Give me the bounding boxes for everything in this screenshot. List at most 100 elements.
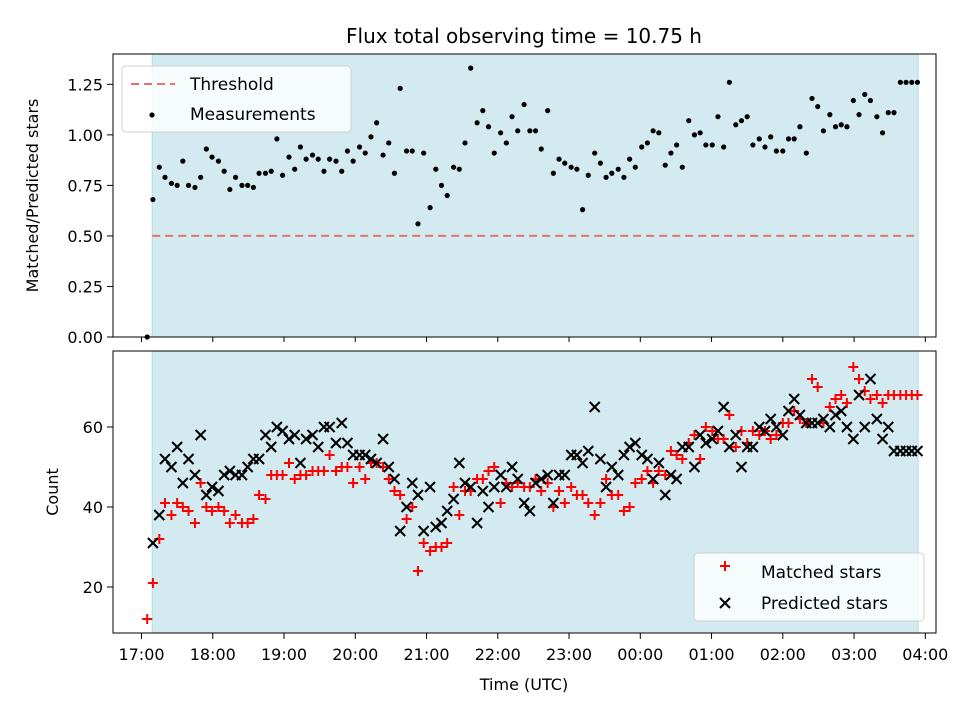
measurement-point (550, 170, 556, 176)
predicted-point (218, 469, 230, 481)
measurement-point (585, 172, 591, 178)
xtick-label: 01:00 (688, 645, 734, 664)
measurement-point (309, 152, 316, 158)
predicted-point (288, 429, 301, 441)
measurement-point (650, 128, 656, 134)
top-legend-box (121, 65, 352, 133)
measurement-point (632, 164, 638, 170)
measurement-point (686, 118, 692, 124)
predicted-point (706, 433, 718, 445)
predicted-point (847, 433, 860, 445)
matched-point (207, 506, 218, 516)
measurement-point (192, 184, 198, 191)
predicted-point (453, 457, 466, 469)
predicted-point (582, 445, 594, 457)
matched-point (771, 430, 782, 440)
xtick-label: 17:00 (118, 645, 164, 664)
matched-point (401, 514, 412, 524)
measurement-point (468, 65, 474, 71)
measurement-point (362, 150, 368, 156)
measurement-point (568, 164, 574, 170)
xtick-label: 22:00 (475, 645, 521, 664)
xtick-label: 20:00 (332, 645, 378, 664)
predicted-point (147, 537, 159, 549)
legend-measurements-swatch (149, 112, 155, 118)
measurement-point (703, 142, 709, 148)
predicted-point (394, 525, 406, 537)
measurement-point (838, 122, 844, 128)
measurement-point (380, 152, 386, 158)
predicted-point (306, 429, 319, 441)
measurement-point (679, 164, 685, 170)
measurement-point (827, 112, 833, 118)
matched-point (613, 490, 624, 500)
matched-point (724, 410, 735, 420)
predicted-point (882, 421, 894, 433)
predicted-point (794, 409, 806, 421)
predicted-point (159, 453, 171, 465)
matched-point (536, 486, 547, 496)
matched-point (289, 474, 300, 484)
measurement-point (256, 170, 262, 176)
measurement-point (815, 103, 821, 110)
predicted-point (782, 405, 795, 417)
predicted-point (370, 457, 383, 469)
measurement-point (485, 124, 492, 130)
measurement-point (456, 166, 462, 172)
predicted-point (153, 509, 166, 521)
predicted-point (336, 417, 348, 429)
predicted-point (236, 469, 248, 481)
measurement-point (409, 148, 415, 154)
measurement-point (480, 108, 486, 114)
matched-point (254, 490, 265, 500)
predicted-point (271, 421, 283, 433)
measurement-point (574, 166, 580, 172)
predicted-point (812, 417, 824, 429)
measurement-point (162, 174, 168, 180)
matched-point (824, 402, 835, 412)
matched-point (354, 462, 365, 472)
matched-point (595, 498, 606, 508)
measurement-point (268, 168, 274, 174)
top-legend: Threshold Measurements (121, 65, 352, 133)
predicted-point (359, 449, 371, 461)
matched-point (830, 394, 841, 404)
matched-point (700, 422, 711, 432)
predicted-point (512, 473, 524, 485)
predicted-point (829, 409, 842, 421)
measurement-point (538, 146, 544, 152)
measurement-point (545, 108, 551, 114)
bottom-panel-frame (112, 350, 937, 634)
matched-point (754, 430, 765, 440)
matched-point (912, 390, 923, 400)
measurement-point (644, 140, 651, 146)
top-ytick-label: 1.00 (67, 126, 103, 145)
predicted-point (600, 481, 612, 493)
predicted-point (477, 485, 489, 497)
predicted-points (147, 373, 924, 549)
measurement-point (421, 150, 427, 156)
matched-point (807, 374, 818, 384)
matched-point (865, 394, 876, 404)
matched-point (342, 462, 353, 472)
measurement-point (762, 144, 768, 150)
matched-point (242, 518, 253, 528)
predicted-point (494, 469, 507, 481)
measurement-point (415, 221, 421, 227)
measurement-point (791, 136, 797, 142)
matched-point (871, 390, 882, 400)
measurement-point (803, 150, 809, 156)
matched-point (495, 498, 506, 508)
predicted-point (300, 433, 312, 445)
legend-measurements-label: Measurements (190, 105, 316, 125)
predicted-point (482, 501, 495, 513)
predicted-point (723, 441, 736, 453)
measurement-point (315, 156, 321, 162)
matched-point (624, 502, 635, 512)
predicted-point (853, 389, 865, 401)
top-panel: 0.00 0.25 0.50 0.75 1.00 1.25 Matched/Predict… (23, 53, 937, 347)
predicted-point (629, 437, 642, 449)
matched-point (507, 482, 518, 492)
measurement-point (856, 112, 862, 118)
predicted-point (717, 401, 730, 413)
